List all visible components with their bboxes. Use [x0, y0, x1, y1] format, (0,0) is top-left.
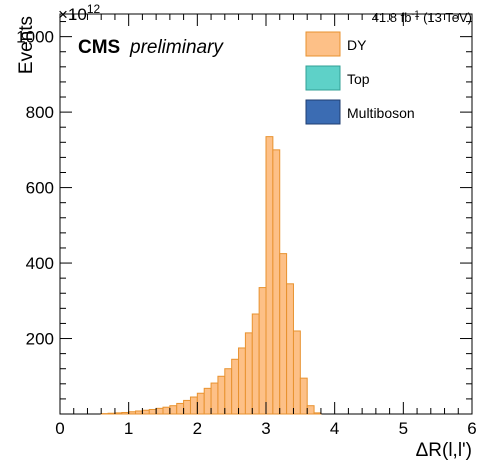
- histogram-bar: [203, 387, 212, 415]
- legend-swatch-multiboson: [305, 99, 341, 125]
- histogram-bar: [169, 405, 178, 415]
- histogram-bar: [107, 412, 116, 415]
- axis-ticks: 0 1 2 3 4 5 6 200 400 600 800 1000: [16, 14, 477, 438]
- histogram-bar: [292, 330, 301, 415]
- legend-label-multiboson: Multiboson: [347, 105, 415, 121]
- histogram-bar: [299, 377, 308, 415]
- x-tick-label: 2: [193, 419, 202, 438]
- x-tick-label: 1: [124, 419, 133, 438]
- lumi-power: -1: [411, 9, 419, 19]
- x-tick-label: 6: [467, 419, 476, 438]
- histogram-bars: [100, 136, 322, 415]
- histogram-bar: [258, 287, 267, 415]
- legend-swatch-top: [305, 65, 341, 91]
- histogram-bar: [189, 396, 198, 415]
- x-tick-label: 5: [399, 419, 408, 438]
- histogram-bar: [224, 368, 233, 415]
- histogram-bar: [114, 412, 123, 415]
- cms-sublabel: preliminary: [129, 37, 224, 58]
- x-axis-label: ΔR(l,l'): [416, 440, 472, 461]
- histogram-bar: [272, 149, 281, 415]
- histogram-bar: [210, 382, 219, 415]
- y-tick-label: 1000: [16, 28, 54, 47]
- histogram-bar: [231, 358, 240, 415]
- histogram-bar: [279, 253, 288, 415]
- legend: DY Top Multiboson: [305, 31, 415, 125]
- histogram-bar: [128, 411, 137, 415]
- histogram-bar: [183, 399, 191, 415]
- lumi-energy: (13 TeV): [419, 10, 472, 25]
- histogram-bar: [176, 402, 185, 415]
- y-exponent-label: ×1012: [58, 2, 101, 24]
- histogram-bar: [313, 412, 322, 415]
- histogram-bar: [155, 407, 164, 415]
- y-axis-label: Events: [16, 16, 37, 74]
- y-exponent-power: 12: [87, 2, 101, 16]
- histogram-bar: [135, 410, 143, 415]
- y-tick-label: 800: [26, 103, 54, 122]
- histogram-bar: [265, 136, 274, 415]
- histogram-bar: [148, 408, 157, 415]
- histogram-bar: [217, 375, 226, 415]
- lumi-label: 41.8 fb-1 (13 TeV): [372, 9, 472, 25]
- histogram-bar: [286, 283, 294, 415]
- y-tick-label: 200: [26, 330, 54, 349]
- x-tick-label: 4: [330, 419, 339, 438]
- histogram-bar: [121, 411, 130, 415]
- legend-label-top: Top: [347, 71, 370, 87]
- histogram-bar: [141, 409, 150, 415]
- histogram-bar: [238, 347, 246, 415]
- y-tick-label: 400: [26, 254, 54, 273]
- histogram-bar: [306, 405, 315, 415]
- cms-label: CMS: [78, 37, 120, 58]
- histogram-bar: [251, 313, 260, 415]
- legend-label-dy: DY: [347, 37, 367, 53]
- histogram-bar: [162, 406, 171, 415]
- y-tick-label: 600: [26, 179, 54, 198]
- x-tick-label: 0: [55, 419, 64, 438]
- histogram-bar: [196, 392, 205, 415]
- histogram-bar: [244, 332, 253, 415]
- legend-swatch-dy: [305, 31, 341, 57]
- x-tick-label: 3: [261, 419, 270, 438]
